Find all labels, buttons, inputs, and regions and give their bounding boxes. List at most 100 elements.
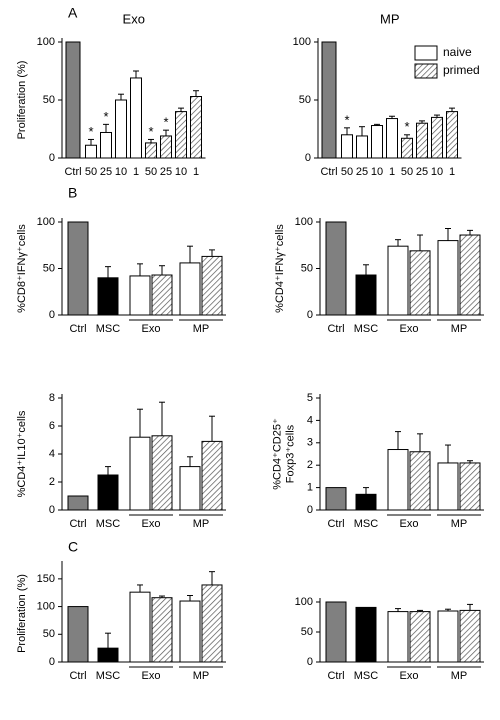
group-label: Exo	[142, 670, 161, 682]
x-tick-label: Ctrl	[327, 323, 344, 335]
bar	[431, 116, 443, 159]
bar	[409, 611, 431, 663]
x-tick-label: MSC	[96, 518, 121, 530]
x-tick-label: Ctrl	[69, 323, 86, 335]
bar	[100, 131, 112, 159]
y-tick-label: 0	[49, 309, 55, 321]
group-label: Exo	[400, 518, 419, 530]
x-tick-label: 25	[356, 166, 368, 178]
bar	[401, 137, 413, 159]
y-tick-label: 2	[307, 459, 313, 471]
y-tick-label: 0	[307, 656, 313, 668]
y-axis-label: %CD4⁺CD25⁺	[271, 418, 283, 490]
significance-star: *	[344, 112, 349, 127]
bar	[97, 647, 119, 663]
bar	[97, 474, 119, 511]
x-tick-label: Ctrl	[320, 166, 337, 178]
bar	[356, 135, 368, 159]
bar	[151, 274, 173, 316]
bar	[355, 274, 377, 316]
bar	[175, 111, 187, 159]
bar	[437, 610, 459, 663]
y-tick-label: 50	[301, 262, 313, 274]
y-tick-label: 0	[307, 504, 313, 516]
bar	[160, 135, 172, 159]
x-tick-label: 10	[115, 166, 127, 178]
x-tick-label: Ctrl	[69, 670, 86, 682]
bar	[151, 597, 173, 663]
bar	[437, 240, 459, 316]
bar	[459, 462, 481, 511]
y-axis-label: Foxp3⁺cells	[284, 424, 296, 483]
x-tick-label: 25	[100, 166, 112, 178]
bar	[145, 142, 157, 159]
x-tick-label: 1	[389, 166, 395, 178]
bar	[129, 275, 151, 316]
panel-label: B	[68, 185, 77, 201]
y-tick-label: 2	[49, 476, 55, 488]
panel-label: C	[68, 539, 78, 555]
y-tick-label: 0	[49, 152, 55, 164]
y-tick-label: 100	[37, 600, 55, 612]
bar	[67, 606, 89, 663]
bar	[387, 245, 409, 316]
x-tick-label: MSC	[96, 323, 121, 335]
group-label: MP	[193, 518, 210, 530]
x-tick-label: 10	[175, 166, 187, 178]
y-tick-label: 50	[43, 628, 55, 640]
x-tick-label: 50	[145, 166, 157, 178]
y-axis-label: Proliferation (%)	[16, 574, 28, 653]
bar	[179, 262, 201, 316]
bar	[201, 584, 223, 663]
chart-title: MP	[380, 11, 400, 26]
group-label: Exo	[400, 323, 419, 335]
y-tick-label: 50	[301, 626, 313, 638]
group-label: MP	[451, 670, 468, 682]
y-axis-label: %CD4⁺IL10⁺cells	[16, 410, 28, 497]
bar	[201, 440, 223, 511]
y-tick-label: 50	[299, 94, 311, 106]
group-label: MP	[193, 670, 210, 682]
group-label: MP	[451, 518, 468, 530]
x-tick-label: MSC	[354, 670, 379, 682]
x-tick-label: 10	[431, 166, 443, 178]
y-tick-label: 4	[49, 448, 55, 460]
significance-star: *	[404, 119, 409, 134]
x-tick-label: 50	[85, 166, 97, 178]
bar	[386, 118, 398, 159]
bar	[179, 466, 201, 511]
bar	[371, 125, 383, 159]
x-tick-label: 10	[371, 166, 383, 178]
y-tick-label: 0	[49, 656, 55, 668]
y-tick-label: 100	[37, 36, 55, 48]
x-tick-label: Ctrl	[327, 518, 344, 530]
group-label: MP	[451, 323, 468, 335]
x-tick-label: 50	[341, 166, 353, 178]
y-tick-label: 100	[293, 36, 311, 48]
bar	[409, 451, 431, 511]
group-label: MP	[193, 323, 210, 335]
significance-star: *	[163, 115, 168, 130]
x-tick-label: MSC	[354, 323, 379, 335]
bar	[190, 96, 202, 159]
bar	[151, 435, 173, 511]
panel-label: A	[68, 5, 78, 21]
x-tick-label: MSC	[96, 670, 121, 682]
bar	[97, 277, 119, 316]
bar	[341, 134, 353, 159]
bar	[321, 41, 337, 159]
y-tick-label: 0	[307, 309, 313, 321]
bar	[129, 591, 151, 663]
group-label: Exo	[142, 518, 161, 530]
y-axis-label: %CD4⁺IFNγ⁺cells	[274, 224, 286, 313]
y-tick-label: 6	[49, 420, 55, 432]
y-tick-label: 3	[307, 437, 313, 449]
y-tick-label: 0	[305, 152, 311, 164]
x-tick-label: 1	[133, 166, 139, 178]
x-tick-label: Ctrl	[327, 670, 344, 682]
bar	[416, 122, 428, 159]
y-axis-label: %CD8⁺IFNγ⁺cells	[16, 224, 28, 313]
x-tick-label: Ctrl	[69, 518, 86, 530]
bar	[201, 255, 223, 316]
